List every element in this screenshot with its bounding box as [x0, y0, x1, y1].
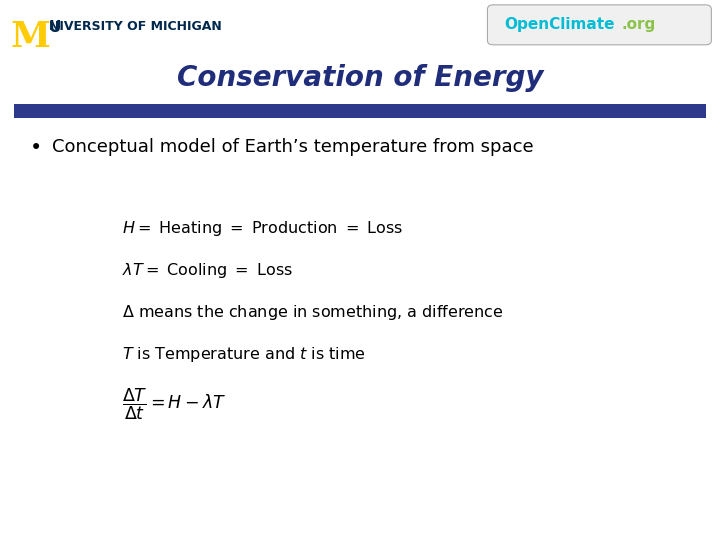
Bar — [14, 104, 706, 118]
Text: •: • — [30, 138, 42, 158]
Text: $\dfrac{\Delta T}{\Delta t} = H - \lambda T$: $\dfrac{\Delta T}{\Delta t} = H - \lambd… — [122, 386, 227, 422]
Text: $H = $ Heating $=$ Production $=$ Loss: $H = $ Heating $=$ Production $=$ Loss — [122, 219, 404, 238]
Text: U: U — [49, 20, 61, 35]
Text: $T$ is Temperature and $t$ is time: $T$ is Temperature and $t$ is time — [122, 345, 366, 364]
Text: $\Delta$ means the change in something, a difference: $\Delta$ means the change in something, … — [122, 303, 504, 322]
Text: Conceptual model of Earth’s temperature from space: Conceptual model of Earth’s temperature … — [52, 138, 534, 156]
Text: $\lambda T = $ Cooling $=$ Loss: $\lambda T = $ Cooling $=$ Loss — [122, 261, 293, 280]
Text: OpenClimate: OpenClimate — [504, 17, 614, 32]
FancyBboxPatch shape — [487, 5, 711, 45]
Text: M: M — [11, 20, 51, 54]
Text: NIVERSITY OF MICHIGAN: NIVERSITY OF MICHIGAN — [49, 20, 222, 33]
Text: .org: .org — [621, 17, 656, 32]
Text: Conservation of Energy: Conservation of Energy — [176, 64, 544, 92]
